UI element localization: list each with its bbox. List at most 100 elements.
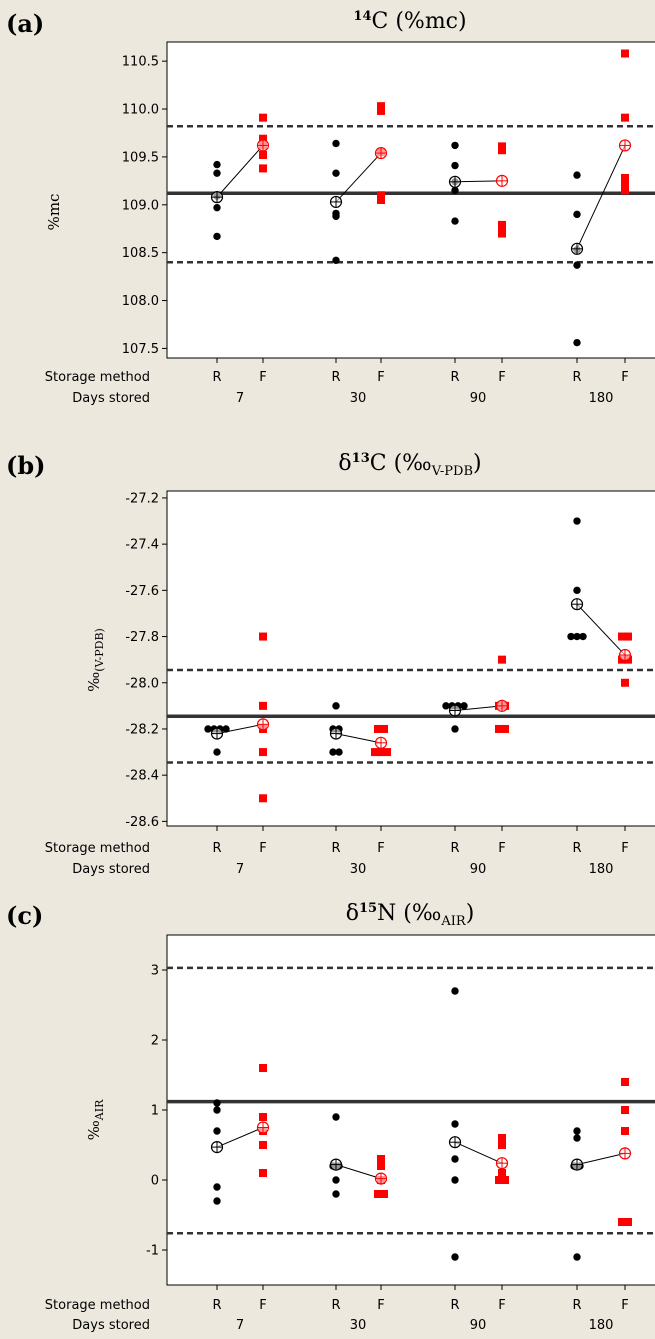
days-label: 180 <box>589 862 614 877</box>
data-point-F <box>374 724 382 733</box>
panel-b: (b) δ13C (‰V-PDB) ‰(V-PDB) -28.6 -28.4 -28.2 -… <box>6 451 655 877</box>
storage-method-label: Storage method <box>45 1298 150 1313</box>
data-point-F <box>259 113 267 122</box>
data-point-F <box>383 748 391 757</box>
method-label: R <box>450 1298 459 1313</box>
title-subscript: V-PDB <box>431 464 473 479</box>
method-label: R <box>450 370 459 385</box>
data-point-R <box>573 517 581 525</box>
data-point-R <box>451 1120 459 1128</box>
data-point-F <box>624 1218 632 1226</box>
data-point-F <box>380 724 388 733</box>
panel-label: (c) <box>6 901 43 930</box>
days-label: 90 <box>470 862 487 877</box>
title-superscript: 15 <box>359 901 377 916</box>
data-point-F <box>498 1141 506 1149</box>
mean-connector <box>454 1141 503 1164</box>
y-tick-label: -28.0 <box>125 676 159 691</box>
data-point-R <box>213 1127 221 1135</box>
data-point-R <box>567 632 575 641</box>
days-label: 90 <box>470 391 487 406</box>
y-tick-label: -1 <box>146 1244 159 1259</box>
data-point-F <box>259 1169 267 1177</box>
method-label: R <box>331 841 340 856</box>
mean-connector <box>576 145 626 250</box>
y-tick-label: -27.6 <box>125 584 159 599</box>
y-label-subscript: AIR <box>93 1099 106 1121</box>
y-axis-label: ‰(V-PDB) <box>85 628 106 692</box>
data-point-R <box>451 725 459 733</box>
data-point-R <box>573 1134 581 1142</box>
data-point-R <box>332 212 340 220</box>
data-point-R <box>213 748 221 756</box>
chart-title: δ15N (‰AIR) <box>346 901 475 929</box>
y-tick-label: -27.4 <box>125 538 159 553</box>
data-point-R <box>451 217 459 225</box>
method-label: R <box>212 370 221 385</box>
method-label: F <box>498 1298 505 1313</box>
mean-connector <box>576 603 626 656</box>
title-close: ) <box>466 901 475 926</box>
data-point-F <box>498 146 506 155</box>
data-point-F <box>621 180 629 189</box>
data-point-F <box>495 1176 503 1184</box>
days-label: 90 <box>470 1318 487 1333</box>
y-axis-label: ‰AIR <box>85 1099 106 1140</box>
data-point-R <box>222 725 230 733</box>
y-tick-label: -28.4 <box>125 769 159 784</box>
days-label: 30 <box>350 391 367 406</box>
data-point-F <box>371 748 379 757</box>
y-tick-label: 109.0 <box>122 198 159 213</box>
data-point-F <box>377 106 385 115</box>
method-label: F <box>259 1298 266 1313</box>
data-point-F <box>618 1218 626 1226</box>
data-point-R <box>213 160 221 169</box>
data-point-F <box>621 173 629 182</box>
data-point-R <box>204 725 212 733</box>
method-label: R <box>572 370 581 385</box>
data-point-F <box>259 164 267 173</box>
y-label-main: ‰ <box>85 672 103 692</box>
data-point-F <box>621 678 629 687</box>
y-tick-label: 109.5 <box>122 150 159 165</box>
title-superscript: 14 <box>353 9 371 24</box>
method-label: F <box>259 370 266 385</box>
mean-connector <box>335 152 382 203</box>
data-point-R <box>573 171 581 179</box>
y-tick-label: 3 <box>151 964 159 979</box>
data-point-F <box>621 1106 629 1114</box>
data-point-F <box>498 1169 506 1177</box>
days-label: 7 <box>236 1318 244 1333</box>
data-point-F <box>377 1162 385 1170</box>
days-label: 7 <box>236 391 244 406</box>
method-label: R <box>331 370 340 385</box>
data-point-R <box>332 1113 340 1121</box>
y-axis-label: %mc <box>45 194 63 231</box>
y-label-main: ‰ <box>85 1120 103 1140</box>
y-label-main: %mc <box>45 194 63 231</box>
title-superscript: 13 <box>352 451 370 466</box>
method-label: R <box>331 1298 340 1313</box>
data-point-F <box>624 632 632 641</box>
chart-title: 14C (%mc) <box>353 9 466 34</box>
data-point-R <box>451 1253 459 1261</box>
data-point-F <box>498 655 506 664</box>
y-tick-label: -28.2 <box>125 722 159 737</box>
data-point-F <box>501 1176 509 1184</box>
y-tick-label: -27.8 <box>125 630 159 645</box>
method-label: F <box>377 841 384 856</box>
storage-method-label: Storage method <box>45 370 150 385</box>
days-label: 180 <box>589 1318 614 1333</box>
data-point-F <box>259 134 267 143</box>
data-point-R <box>451 1176 459 1184</box>
data-point-R <box>332 1176 340 1184</box>
data-point-F <box>498 220 506 229</box>
data-point-R <box>573 1253 581 1261</box>
data-point-R <box>213 169 221 177</box>
panel-label: (a) <box>6 9 44 38</box>
data-point-F <box>377 102 385 111</box>
data-point-R <box>213 1197 221 1205</box>
y-tick-label: 110.5 <box>122 55 159 70</box>
title-prefix: δ <box>346 901 359 926</box>
